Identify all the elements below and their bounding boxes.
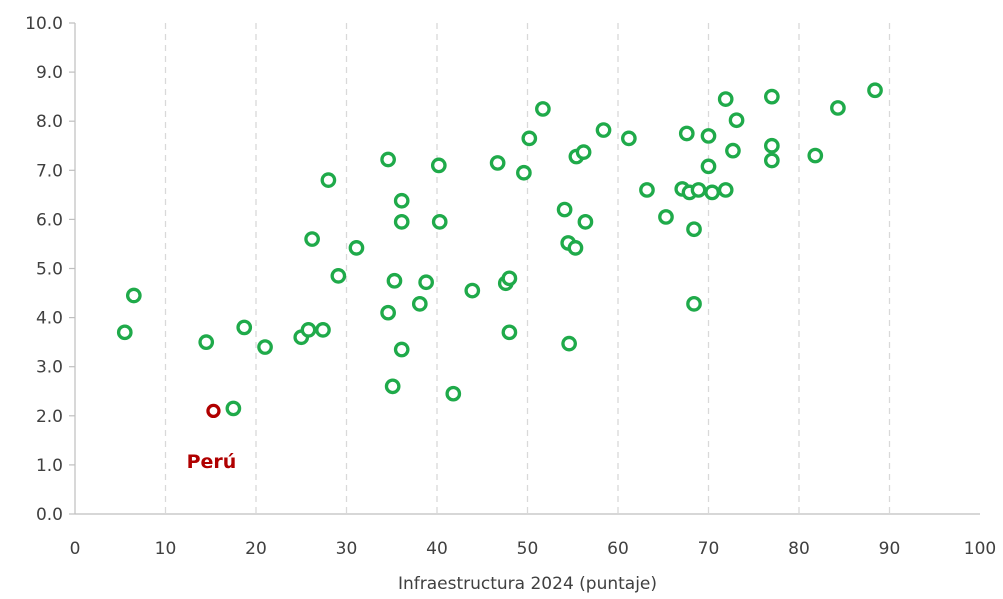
scatter-point	[411, 296, 428, 312]
scatter-point	[658, 209, 674, 225]
y-tick-label: 6.0	[36, 210, 63, 230]
scatter-point	[315, 322, 331, 338]
scatter-point	[763, 152, 780, 169]
scatter-point	[393, 341, 410, 358]
scatter-point	[686, 296, 702, 312]
x-tick-label: 60	[607, 539, 629, 559]
x-axis-label: Infraestructura 2024 (puntaje)	[398, 574, 657, 594]
scatter-point	[717, 91, 734, 107]
scatter-point	[225, 400, 242, 417]
scatter-point	[300, 322, 317, 338]
scatter-point	[501, 270, 518, 287]
scatter-point	[257, 339, 273, 355]
x-tick-label: 80	[788, 539, 810, 559]
scatter-point	[595, 122, 612, 138]
axes	[69, 22, 980, 515]
scatter-point	[445, 385, 462, 402]
scatter-point	[763, 88, 780, 105]
scatter-point	[567, 240, 584, 256]
x-tick-label: 50	[517, 539, 539, 559]
scatter-point	[516, 164, 532, 181]
scatter-point	[830, 100, 846, 116]
scatter-point	[704, 184, 720, 201]
data-points	[116, 82, 883, 419]
scatter-point	[431, 214, 448, 230]
x-tick-label: 0	[70, 539, 81, 559]
scatter-point	[330, 268, 347, 284]
scatter-point	[639, 182, 655, 198]
scatter-point	[728, 112, 745, 129]
scatter-point	[116, 324, 133, 341]
scatter-point	[384, 378, 401, 395]
y-tick-label: 0.0	[36, 505, 63, 525]
x-tick-label: 100	[964, 539, 996, 559]
grid-lines	[164, 23, 891, 514]
scatter-point	[577, 214, 594, 230]
scatter-point	[489, 155, 506, 171]
x-tick-label: 20	[245, 539, 267, 559]
y-tick-label: 10.0	[25, 14, 63, 34]
scatter-point	[521, 130, 538, 147]
scatter-point	[690, 182, 707, 198]
scatter-point	[393, 214, 410, 230]
y-tick-label: 7.0	[36, 161, 63, 181]
scatter-point	[717, 182, 734, 198]
scatter-point	[575, 144, 592, 160]
y-tick-label: 4.0	[36, 309, 63, 329]
x-tick-label: 90	[879, 539, 901, 559]
highlight-label: Perú	[187, 451, 237, 473]
x-tick-label: 10	[155, 539, 177, 559]
scatter-point	[236, 319, 253, 336]
scatter-point	[867, 82, 883, 99]
scatter-point	[678, 125, 695, 142]
scatter-point	[304, 231, 320, 247]
scatter-point	[320, 172, 337, 188]
scatter-point	[418, 274, 434, 291]
y-tick-label: 5.0	[36, 260, 63, 280]
highlight-point	[206, 403, 221, 419]
x-tick-label: 70	[698, 539, 720, 559]
x-tick-label: 30	[336, 539, 358, 559]
scatter-point	[763, 137, 780, 154]
y-tick-label: 8.0	[36, 112, 63, 132]
scatter-point	[380, 151, 396, 168]
x-tick-label: 40	[426, 539, 448, 559]
y-tick-label: 2.0	[36, 407, 63, 427]
scatter-point	[621, 130, 637, 147]
y-tick-label: 9.0	[36, 63, 63, 83]
scatter-point	[393, 192, 410, 209]
scatter-point	[464, 282, 481, 299]
scatter-point	[125, 287, 142, 304]
scatter-point	[807, 147, 824, 164]
scatter-point	[686, 221, 702, 238]
x-tick-labels: 0 10 20 30 40 50 60 70 80 90 100	[70, 539, 997, 559]
scatter-point	[700, 128, 717, 144]
y-tick-label: 1.0	[36, 456, 63, 476]
scatter-point	[348, 240, 365, 256]
scatter-point	[380, 304, 396, 321]
scatter-point	[535, 101, 551, 117]
scatter-point	[556, 201, 573, 218]
scatter-point	[725, 142, 741, 159]
scatter-point	[501, 324, 518, 341]
scatter-point	[700, 158, 717, 175]
scatter-point	[198, 334, 215, 350]
scatter-point	[386, 272, 403, 289]
y-tick-labels: 0.0 1.0 2.0 3.0 4.0 5.0 6.0 7.0 8.0 9.0 10.0	[25, 14, 63, 525]
scatter-point	[561, 335, 577, 352]
scatter-point	[430, 157, 447, 174]
y-tick-label: 3.0	[36, 358, 63, 378]
